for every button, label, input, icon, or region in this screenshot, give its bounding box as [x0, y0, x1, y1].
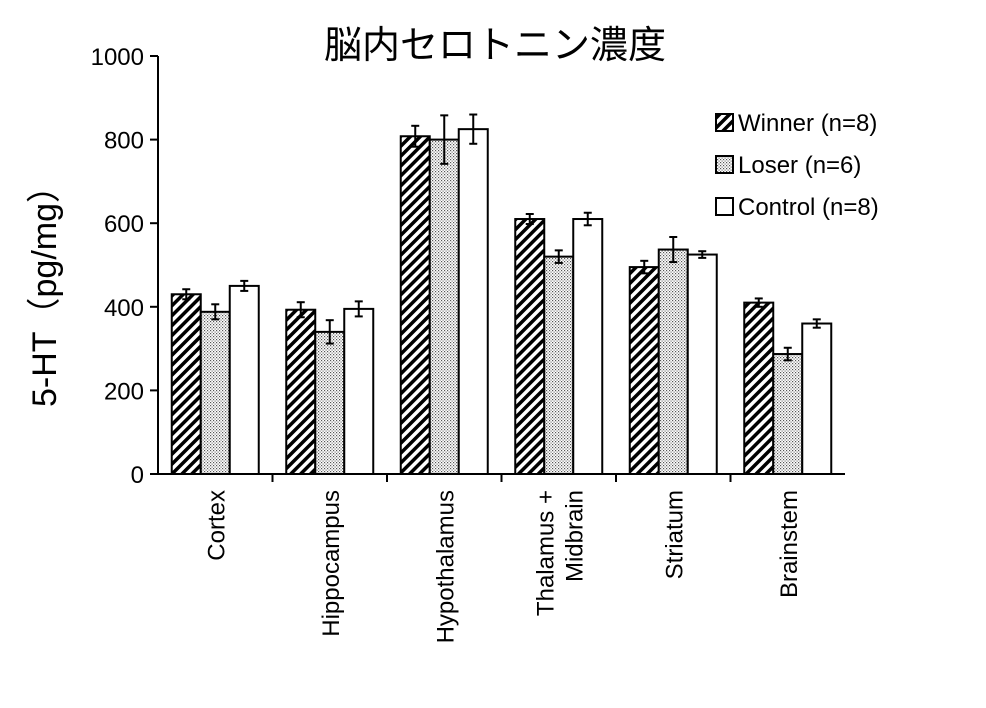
legend-swatch [715, 197, 734, 216]
bar [657, 248, 689, 475]
x-tick-label: Cortex [203, 490, 230, 561]
bar [743, 301, 775, 475]
y-tick-label: 400 [104, 295, 144, 322]
y-tick-label: 600 [104, 211, 144, 238]
bar [772, 353, 804, 475]
chart-title: 脳内セロトニン濃度 [324, 23, 666, 67]
bar [686, 253, 718, 475]
bar [228, 284, 260, 475]
bar [399, 135, 431, 475]
x-tick-label: Midbrain [561, 490, 588, 582]
bar [343, 307, 375, 476]
bar [514, 218, 546, 475]
bar [572, 218, 604, 475]
plot-area: 0 200 400 600 800 1000 Cortex Hippocampus Hypoth… [91, 44, 845, 643]
bar [457, 128, 489, 475]
legend-label: Control (n=8) [738, 194, 879, 221]
x-tick-label: Striatum [661, 490, 688, 579]
bar [314, 330, 346, 475]
x-tick-label: Brainstem [776, 490, 803, 598]
legend-swatch [715, 155, 734, 174]
y-tick-label: 200 [104, 378, 144, 405]
y-tick-label: 0 [131, 462, 144, 489]
bar [199, 310, 231, 476]
bar [628, 266, 660, 475]
bar [428, 138, 460, 475]
legend: Winner (n=8) Loser (n=6) Control (n=8) [715, 110, 879, 221]
legend-label: Winner (n=8) [738, 110, 877, 137]
legend-swatch [715, 113, 734, 132]
x-tick-label: Thalamus + [532, 490, 559, 616]
y-tick-label: 1000 [91, 44, 144, 71]
y-tick-label: 800 [104, 128, 144, 155]
y-axis-label: 5-HT（pg/mg） [26, 169, 64, 407]
bar [285, 308, 317, 476]
x-tick-label: Hippocampus [318, 490, 345, 637]
bar [543, 255, 575, 476]
bar [170, 293, 202, 476]
legend-label: Loser (n=6) [738, 152, 861, 179]
x-tick-label: Hypothalamus [432, 490, 459, 643]
bar [801, 322, 833, 475]
